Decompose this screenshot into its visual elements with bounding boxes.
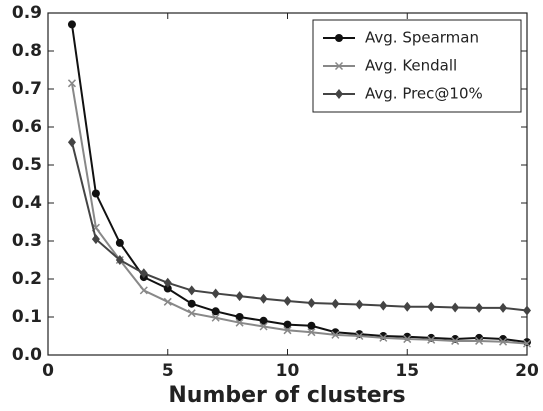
data-point (139, 286, 148, 295)
data-point (163, 277, 172, 288)
y-tick-label: 0.5 (12, 155, 42, 175)
data-point (259, 293, 268, 304)
y-tick-label: 0.0 (12, 345, 42, 365)
data-point (283, 296, 292, 307)
y-tick-label: 0.2 (12, 269, 42, 289)
data-point (451, 302, 460, 313)
data-point (67, 79, 76, 88)
y-tick-label: 0.3 (12, 231, 42, 251)
data-point (91, 234, 100, 245)
y-tick-label: 0.1 (12, 307, 42, 327)
data-point (475, 302, 484, 313)
data-point (427, 335, 436, 344)
data-point (259, 316, 268, 325)
x-tick-label: 15 (395, 361, 419, 381)
data-point (331, 298, 340, 309)
data-point (307, 321, 316, 330)
data-point (451, 336, 460, 345)
legend-label: Avg. Prec@10% (365, 85, 483, 103)
data-point (283, 326, 292, 335)
data-point (355, 331, 364, 341)
data-point (235, 291, 244, 302)
data-point (187, 309, 196, 318)
legend-label: Avg. Spearman (365, 29, 479, 47)
legend-label: Avg. Kendall (365, 57, 457, 75)
data-point (331, 330, 340, 339)
data-point (307, 328, 316, 337)
data-point (235, 313, 244, 321)
y-tick-label: 0.7 (12, 79, 42, 99)
data-point (91, 189, 100, 198)
data-point (307, 297, 316, 308)
x-tick-label: 0 (42, 361, 54, 381)
data-point (211, 288, 220, 299)
data-point (187, 299, 196, 308)
data-point (115, 238, 124, 247)
data-point (403, 335, 412, 344)
x-axis-label: Number of clusters (168, 383, 405, 408)
series-line (70, 141, 528, 312)
data-point (379, 300, 388, 311)
data-point (499, 337, 508, 346)
y-tick-label: 0.8 (12, 41, 42, 61)
data-point (379, 333, 388, 342)
data-point (163, 297, 172, 306)
data-point (67, 20, 76, 29)
data-point (163, 284, 172, 293)
data-point (211, 313, 220, 322)
legend-marker (335, 89, 343, 99)
y-tick-label: 0.6 (12, 117, 42, 137)
data-point (427, 301, 436, 312)
legend-marker (335, 34, 343, 42)
data-point (499, 302, 508, 313)
y-tick-label: 0.9 (12, 3, 42, 23)
data-point (403, 301, 412, 312)
x-tick-label: 10 (276, 361, 300, 381)
y-tick-label: 0.4 (12, 193, 42, 213)
data-point (67, 137, 76, 148)
data-point (355, 299, 364, 310)
data-point (522, 339, 532, 348)
x-tick-label: 5 (162, 361, 174, 381)
data-point (139, 268, 148, 279)
data-point (211, 307, 220, 316)
legend-marker (334, 61, 344, 71)
series-line (70, 83, 528, 345)
data-point (259, 322, 268, 331)
x-tick-label: 20 (515, 361, 539, 381)
data-point (115, 255, 124, 265)
data-point (523, 305, 531, 316)
data-point (475, 336, 484, 345)
data-point (235, 318, 244, 327)
data-point (523, 338, 531, 347)
data-point (187, 285, 196, 296)
data-point (283, 320, 292, 329)
